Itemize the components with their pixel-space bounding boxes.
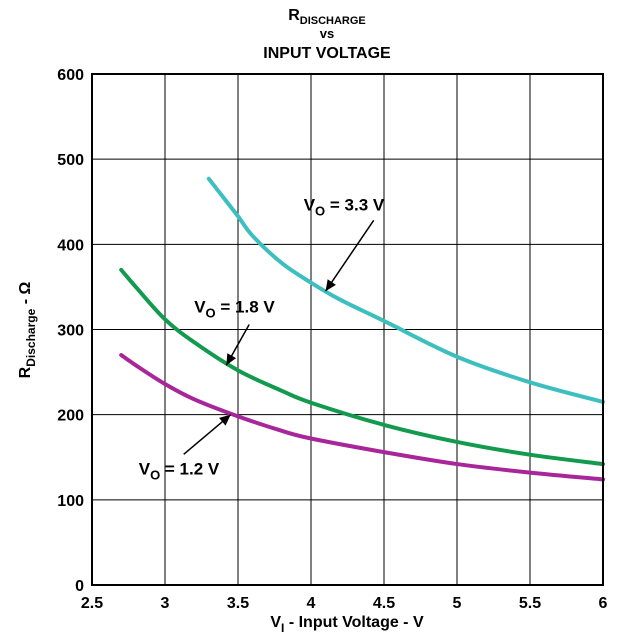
y-tick-label-3: 300 <box>57 323 84 340</box>
y-tick-label-2: 200 <box>57 408 84 425</box>
series-annotations: VO = 3.3 V VO = 1.8 V VO = 1.2 V <box>139 195 385 482</box>
annotation-label-2: VO = 1.2 V <box>139 459 220 482</box>
chart-title-line1: RDISCHARGE <box>288 7 366 27</box>
chart-title-line3: INPUT VOLTAGE <box>263 45 391 62</box>
annotation-arrow-head-1 <box>226 353 237 366</box>
series-line-2 <box>119 353 605 482</box>
annotation-label-1: VO = 1.8 V <box>194 297 275 320</box>
chart-title-line2: vs <box>320 26 334 41</box>
xlabel-main: V <box>270 614 281 631</box>
annotation-arrow-head-0 <box>325 279 336 292</box>
x-tick-labels: 2.5 3 3.5 4 4.5 5 5.5 6 <box>81 595 608 612</box>
y-tick-label-4: 400 <box>57 237 84 254</box>
series-line-0 <box>206 176 605 404</box>
x-tick-label-0: 2.5 <box>81 595 103 612</box>
data-series <box>119 176 605 482</box>
y-tick-label-1: 100 <box>57 493 84 510</box>
plot-frame <box>91 73 604 586</box>
y-axis-label: RDischarge - Ω <box>17 282 38 379</box>
title-main: R <box>288 7 300 24</box>
x-tick-label-2: 3.5 <box>227 595 249 612</box>
y-tick-labels: 0 100 200 300 400 500 600 <box>57 67 84 595</box>
y-tick-label-6: 600 <box>57 67 84 84</box>
xlabel-rest: - Input Voltage - V <box>284 614 424 631</box>
x-tick-label-4: 4.5 <box>373 595 395 612</box>
ylabel-main: R <box>17 366 34 378</box>
x-tick-label-6: 5.5 <box>519 595 541 612</box>
annotation-arrow-head-2 <box>219 414 231 426</box>
y-tick-label-0: 0 <box>75 578 84 595</box>
series-line-1 <box>119 267 605 467</box>
ylabel-sub: Discharge <box>24 308 38 366</box>
y-tick-label-5: 500 <box>57 152 84 169</box>
x-tick-label-3: 4 <box>307 595 316 612</box>
annotation-arrow-line-0 <box>324 219 375 292</box>
annotation-label-0: VO = 3.3 V <box>304 195 385 218</box>
title-sub: DISCHARGE <box>300 15 366 27</box>
x-axis-label: VI - Input Voltage - V <box>270 614 424 635</box>
grid-lines <box>91 73 604 586</box>
x-tick-label-5: 5 <box>453 595 462 612</box>
xlabel-sub: I <box>281 621 284 635</box>
x-tick-label-7: 6 <box>599 595 608 612</box>
plot-border <box>91 73 604 586</box>
x-tick-label-1: 3 <box>161 595 170 612</box>
ylabel-rest: - Ω <box>17 282 34 309</box>
